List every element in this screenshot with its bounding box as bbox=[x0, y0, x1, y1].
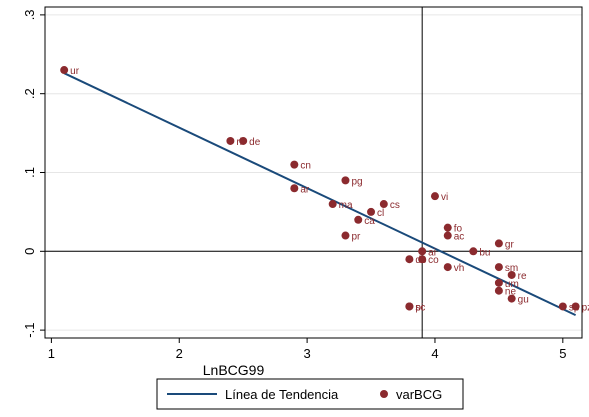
data-label-vi: vi bbox=[441, 192, 448, 203]
y-tick-label-0: -.1 bbox=[22, 323, 37, 338]
data-point-ne bbox=[494, 286, 503, 295]
data-label-ai: ai bbox=[428, 247, 436, 258]
legend-label-marker: varBCG bbox=[396, 387, 442, 402]
data-label-bu: bu bbox=[479, 247, 490, 258]
data-point-gu bbox=[507, 294, 516, 303]
x-axis-title: LnBCG99 bbox=[203, 362, 265, 378]
data-label-de: de bbox=[249, 137, 261, 148]
x-tick-label-4: 5 bbox=[559, 346, 566, 361]
data-point-ar bbox=[290, 184, 299, 193]
data-label-sc: sc bbox=[415, 302, 425, 313]
data-label-re: re bbox=[518, 271, 527, 282]
data-label-ac: ac bbox=[454, 232, 465, 243]
y-tick-label-1: 0 bbox=[22, 248, 37, 255]
data-point-fo bbox=[443, 223, 452, 232]
y-tick-label-3: .2 bbox=[22, 88, 37, 99]
data-point-pz bbox=[571, 302, 580, 311]
x-tick-label-0: 1 bbox=[48, 346, 55, 361]
data-point-sm bbox=[494, 263, 503, 272]
data-point-gr bbox=[494, 239, 503, 248]
data-label-ri: ri bbox=[236, 137, 242, 148]
x-tick-label-2: 3 bbox=[303, 346, 310, 361]
legend-label-trend: Línea de Tendencia bbox=[225, 387, 339, 402]
data-point-ma bbox=[328, 200, 337, 209]
data-label-gr: gr bbox=[505, 239, 515, 250]
data-label-fo: fo bbox=[454, 224, 463, 235]
data-point-ca bbox=[354, 215, 363, 224]
data-label-pi: pi bbox=[415, 302, 423, 313]
data-point-pr bbox=[341, 231, 350, 240]
data-label-gu: gu bbox=[518, 295, 529, 306]
trend-line bbox=[63, 72, 577, 317]
data-point-um bbox=[494, 278, 503, 287]
data-label-ur: ur bbox=[70, 66, 80, 77]
data-point-re bbox=[507, 270, 516, 279]
y-tick-label-4: .3 bbox=[22, 9, 37, 20]
data-label-pr: pr bbox=[351, 232, 361, 243]
data-point-de bbox=[239, 136, 248, 145]
data-point-do bbox=[405, 255, 414, 264]
data-label-ne: ne bbox=[505, 287, 517, 298]
data-label-sm: sm bbox=[505, 263, 518, 274]
data-label-pz: pz bbox=[582, 302, 589, 313]
x-tick-label-3: 4 bbox=[431, 346, 438, 361]
data-point-vi bbox=[430, 192, 439, 201]
data-point-bu bbox=[469, 247, 478, 256]
data-label-cl: cl bbox=[377, 208, 384, 219]
data-label-cn: cn bbox=[300, 161, 311, 172]
y-tick-label-2: .1 bbox=[22, 167, 37, 178]
data-point-ac bbox=[443, 231, 452, 240]
data-point-ur bbox=[60, 66, 69, 75]
data-point-cn bbox=[290, 160, 299, 169]
data-point-sp bbox=[558, 302, 567, 311]
data-point-cs bbox=[379, 200, 388, 209]
data-label-cs: cs bbox=[390, 200, 400, 211]
data-point-vh bbox=[443, 263, 452, 272]
data-point-ai bbox=[418, 247, 427, 256]
data-label-ar: ar bbox=[300, 184, 310, 195]
data-label-vh: vh bbox=[454, 263, 465, 274]
x-tick-label-1: 2 bbox=[176, 346, 183, 361]
data-label-um: um bbox=[505, 279, 519, 290]
data-label-co: co bbox=[428, 255, 439, 266]
data-point-ri bbox=[226, 136, 235, 145]
data-label-ma: ma bbox=[339, 200, 353, 211]
data-point-co bbox=[418, 255, 427, 264]
data-label-pg: pg bbox=[351, 176, 362, 187]
data-label-ca: ca bbox=[364, 216, 375, 227]
data-point-sc bbox=[405, 302, 414, 311]
data-point-pg bbox=[341, 176, 350, 185]
legend-swatch-marker bbox=[380, 390, 388, 398]
data-point-cl bbox=[367, 207, 376, 216]
